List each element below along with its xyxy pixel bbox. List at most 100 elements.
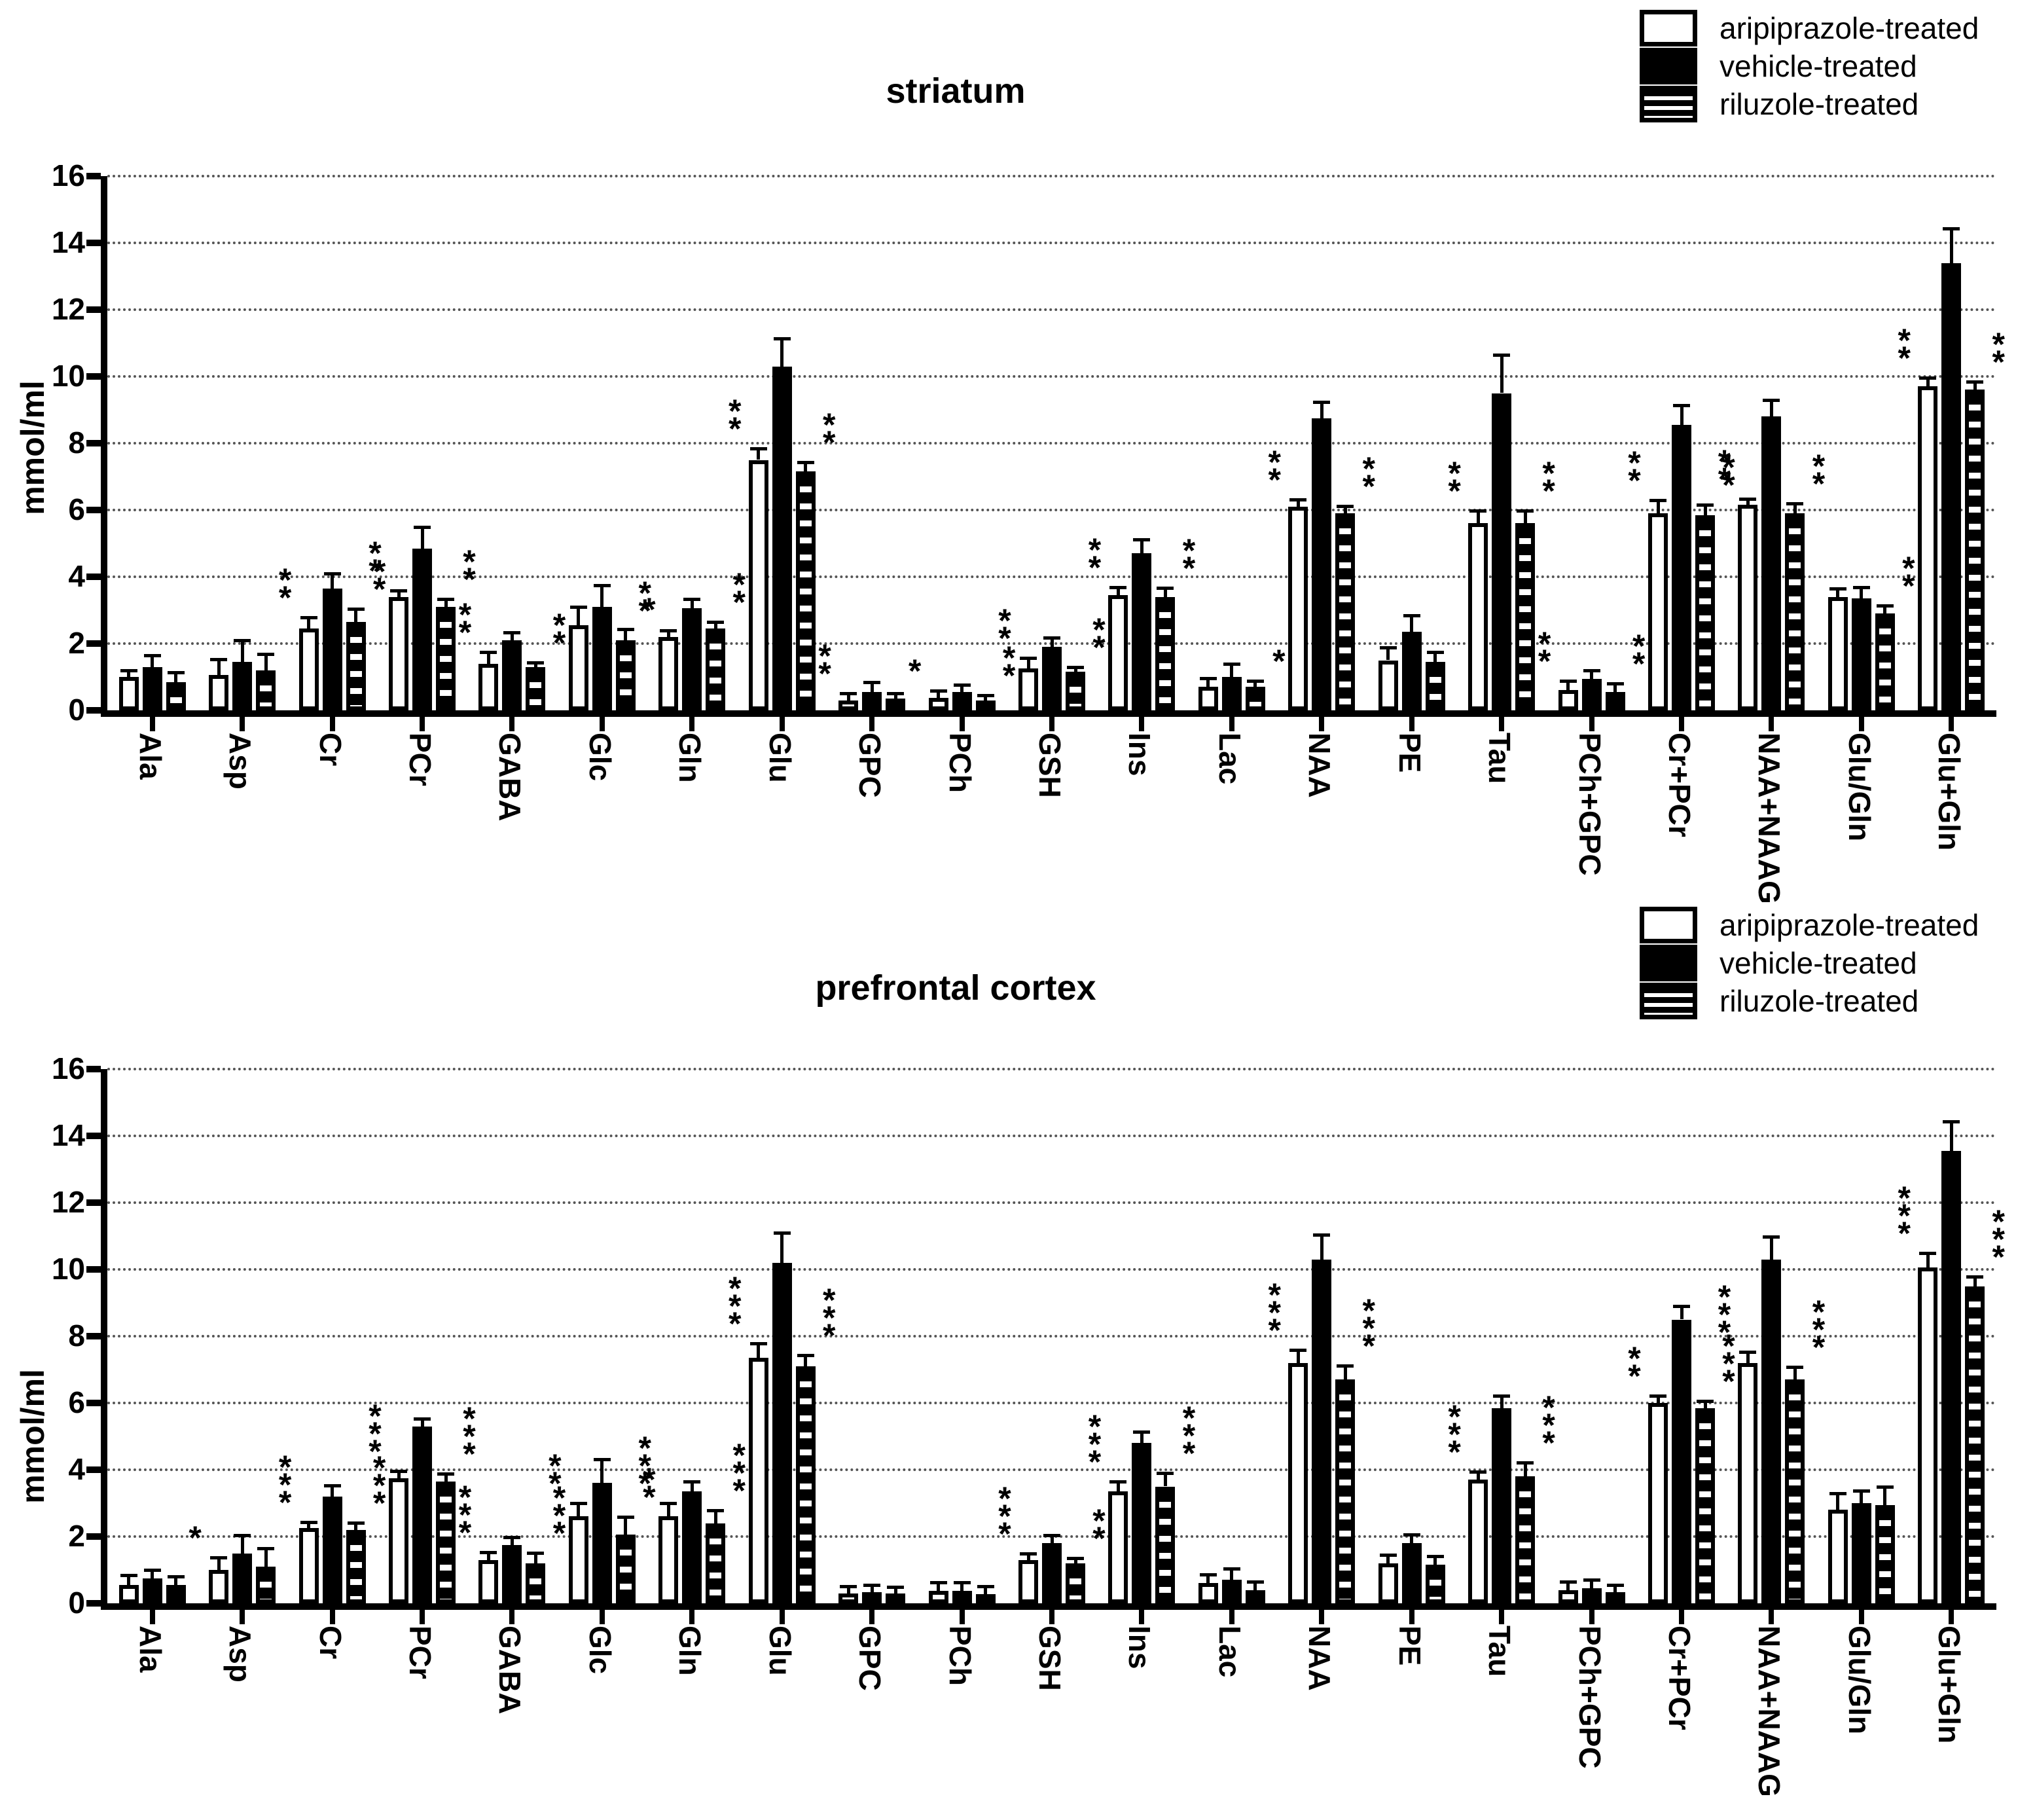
bar xyxy=(1875,613,1895,710)
error-bar-stem xyxy=(1026,659,1030,669)
error-bar-cap xyxy=(797,460,814,464)
x-tick-label: GPC xyxy=(853,733,888,798)
y-tick-label: 10 xyxy=(51,359,85,393)
error-bar-cap xyxy=(1606,1583,1624,1587)
error-bar-stem xyxy=(1500,356,1504,393)
x-tick-label: Lac xyxy=(1212,1626,1247,1678)
y-tick-label: 14 xyxy=(51,225,85,259)
bar xyxy=(1132,1443,1152,1603)
x-tick-label: PCr xyxy=(403,733,437,786)
x-tick-label: Glu xyxy=(763,733,797,783)
error-bar-stem xyxy=(846,1588,850,1593)
error-bar-cap xyxy=(1649,1394,1666,1398)
bar xyxy=(322,1496,342,1603)
x-tick xyxy=(1319,717,1325,731)
significance-marker: * * * xyxy=(1718,1278,1731,1351)
bar xyxy=(748,460,768,710)
gridline xyxy=(107,375,1996,378)
error-bar-stem xyxy=(690,1482,694,1492)
bar xyxy=(1066,672,1085,710)
error-bar-cap xyxy=(1199,1573,1217,1576)
bar xyxy=(1672,1319,1691,1603)
significance-marker: * xyxy=(908,652,922,689)
error-bar-cap xyxy=(527,661,545,664)
error-bar-cap xyxy=(1337,505,1354,509)
error-bar-stem xyxy=(1769,401,1773,417)
error-bar-cap xyxy=(840,1585,857,1589)
significance-marker: * * xyxy=(1722,449,1735,504)
bar xyxy=(1605,1592,1625,1603)
gridline xyxy=(107,1335,1996,1338)
significance-marker: * * xyxy=(998,602,1011,657)
legend-swatch-aripiprazole-icon xyxy=(1640,907,1697,943)
error-bar-stem xyxy=(486,653,490,664)
error-bar-stem xyxy=(1026,1555,1030,1560)
x-tick xyxy=(509,1610,515,1624)
error-bar-stem xyxy=(397,1472,401,1478)
error-bar-stem xyxy=(600,587,604,607)
gridline xyxy=(107,1268,1996,1271)
error-bar-cap xyxy=(143,1568,161,1572)
significance-marker: * xyxy=(1272,642,1286,680)
legend-item-aripiprazole: aripiprazole-treated xyxy=(1640,906,2032,944)
significance-marker: * * * xyxy=(1448,1398,1461,1471)
x-tick-label: PCh xyxy=(943,733,977,793)
legend-prefrontal: aripiprazole-treated vehicle-treated ril… xyxy=(1640,906,2032,1020)
x-tick xyxy=(1319,1610,1325,1624)
error-bar-stem xyxy=(264,655,268,670)
x-tick-label: Cr xyxy=(313,1626,348,1660)
legend-swatch-riluzole-icon xyxy=(1640,983,1697,1019)
error-bar-stem xyxy=(1410,1535,1414,1544)
significance-marker: * * xyxy=(1092,1502,1106,1557)
bar xyxy=(1425,1565,1445,1603)
error-bar-cap xyxy=(1313,1233,1331,1237)
bar xyxy=(412,548,432,710)
error-bar-cap xyxy=(660,629,677,633)
bar xyxy=(389,1478,408,1603)
error-bar-cap xyxy=(887,691,905,695)
error-bar-stem xyxy=(1746,1353,1750,1363)
error-bar-stem xyxy=(1680,1307,1684,1320)
error-bar-cap xyxy=(1223,663,1240,666)
significance-marker: * * * xyxy=(278,1448,292,1521)
error-bar-stem xyxy=(307,1523,311,1529)
bar xyxy=(1335,513,1356,710)
significance-marker: * * xyxy=(549,1447,562,1502)
bar xyxy=(436,1481,456,1603)
error-bar-cap xyxy=(1943,227,1960,230)
legend-item-riluzole: riluzole-treated xyxy=(1640,982,2032,1020)
error-bar-stem xyxy=(1073,668,1077,672)
y-axis-line xyxy=(101,1069,107,1610)
y-tick xyxy=(86,1466,101,1473)
bar xyxy=(166,1584,186,1603)
y-tick xyxy=(86,1533,101,1540)
bar xyxy=(928,1590,948,1603)
error-bar-stem xyxy=(1206,680,1210,687)
bar xyxy=(436,606,456,710)
error-bar-cap xyxy=(977,1585,994,1589)
error-bar-cap xyxy=(1919,376,1937,380)
error-bar-cap xyxy=(1649,499,1666,503)
error-bar-cap xyxy=(1673,1304,1690,1308)
error-bar-cap xyxy=(569,606,587,610)
bar xyxy=(1918,386,1938,710)
y-tick xyxy=(86,507,101,513)
error-bar-cap xyxy=(1919,1252,1937,1256)
error-bar-stem xyxy=(1590,672,1594,679)
error-bar-cap xyxy=(210,1556,228,1560)
bar xyxy=(502,1544,522,1603)
error-bar-stem xyxy=(174,673,178,682)
error-bar-stem xyxy=(1836,1495,1840,1510)
bar xyxy=(1018,1559,1038,1603)
error-bar-stem xyxy=(1656,501,1660,514)
error-bar-cap xyxy=(1289,498,1307,501)
error-bar-cap xyxy=(390,1470,407,1474)
y-tick xyxy=(86,1133,101,1139)
y-tick-label: 12 xyxy=(51,1185,85,1219)
error-bar-stem xyxy=(870,1586,874,1593)
error-bar-cap xyxy=(1739,497,1757,501)
x-tick xyxy=(959,1610,965,1624)
error-bar-cap xyxy=(300,1520,317,1524)
error-bar-stem xyxy=(757,450,761,460)
x-tick-label: GABA xyxy=(493,733,528,822)
